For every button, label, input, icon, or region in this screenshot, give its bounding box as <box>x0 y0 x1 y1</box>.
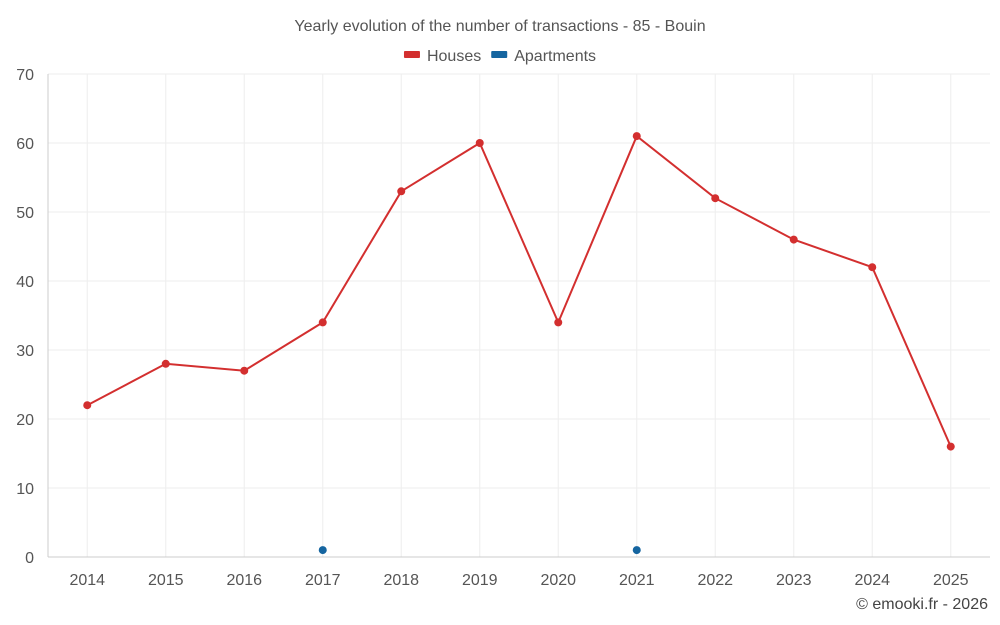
x-tick-label: 2022 <box>697 572 733 589</box>
legend-label: Houses <box>427 48 481 65</box>
y-tick-label: 60 <box>16 136 34 153</box>
data-point[interactable] <box>554 318 563 327</box>
y-tick-label: 50 <box>16 205 34 222</box>
y-tick-label: 10 <box>16 481 34 498</box>
y-tick-label: 0 <box>25 550 34 567</box>
x-tick-label: 2021 <box>619 572 655 589</box>
x-tick-label: 2019 <box>462 572 498 589</box>
legend-label: Apartments <box>514 48 596 65</box>
x-tick-label: 2024 <box>854 572 890 589</box>
x-tick-label: 2014 <box>69 572 105 589</box>
legend-item-houses[interactable]: Houses <box>403 48 481 65</box>
data-point[interactable] <box>318 318 327 327</box>
legend-item-apartments[interactable]: Apartments <box>491 48 596 65</box>
y-axis: 0 10 20 30 40 50 60 70 <box>16 67 34 567</box>
data-point[interactable] <box>789 235 798 244</box>
y-tick-label: 30 <box>16 343 34 360</box>
series-houses <box>83 132 955 451</box>
series-line <box>86 134 952 448</box>
data-point[interactable] <box>161 359 170 368</box>
legend-swatch <box>491 51 508 58</box>
data-point[interactable] <box>711 194 720 203</box>
x-tick-label: 2016 <box>226 572 262 589</box>
x-tick-label: 2017 <box>305 572 341 589</box>
x-tick-label: 2020 <box>540 572 576 589</box>
legend: Houses Apartments <box>403 48 596 65</box>
grid <box>47 73 990 558</box>
y-tick-label: 20 <box>16 412 34 429</box>
data-point[interactable] <box>475 139 484 147</box>
series-apartments <box>318 546 641 555</box>
data-point[interactable] <box>868 263 877 272</box>
data-point[interactable] <box>240 366 249 375</box>
series-layer <box>83 132 955 555</box>
y-tick-label: 70 <box>16 67 34 84</box>
x-tick-label: 2025 <box>933 572 969 589</box>
x-tick-label: 2015 <box>148 572 184 589</box>
x-tick-label: 2018 <box>383 572 419 589</box>
x-axis: 2014 2015 2016 2017 2018 2019 2020 2021 2022 2023… <box>69 572 968 589</box>
data-point[interactable] <box>318 546 327 555</box>
x-tick-label: 2023 <box>776 572 812 589</box>
credit-text: © emooki.fr - 2026 <box>856 596 988 613</box>
data-point[interactable] <box>397 187 406 196</box>
data-point[interactable] <box>632 132 641 141</box>
y-tick-label: 40 <box>16 274 34 291</box>
legend-swatch <box>403 51 420 58</box>
data-point[interactable] <box>632 546 641 555</box>
chart-title: Yearly evolution of the number of transa… <box>294 18 705 35</box>
data-point[interactable] <box>946 442 955 451</box>
data-point[interactable] <box>83 401 92 410</box>
